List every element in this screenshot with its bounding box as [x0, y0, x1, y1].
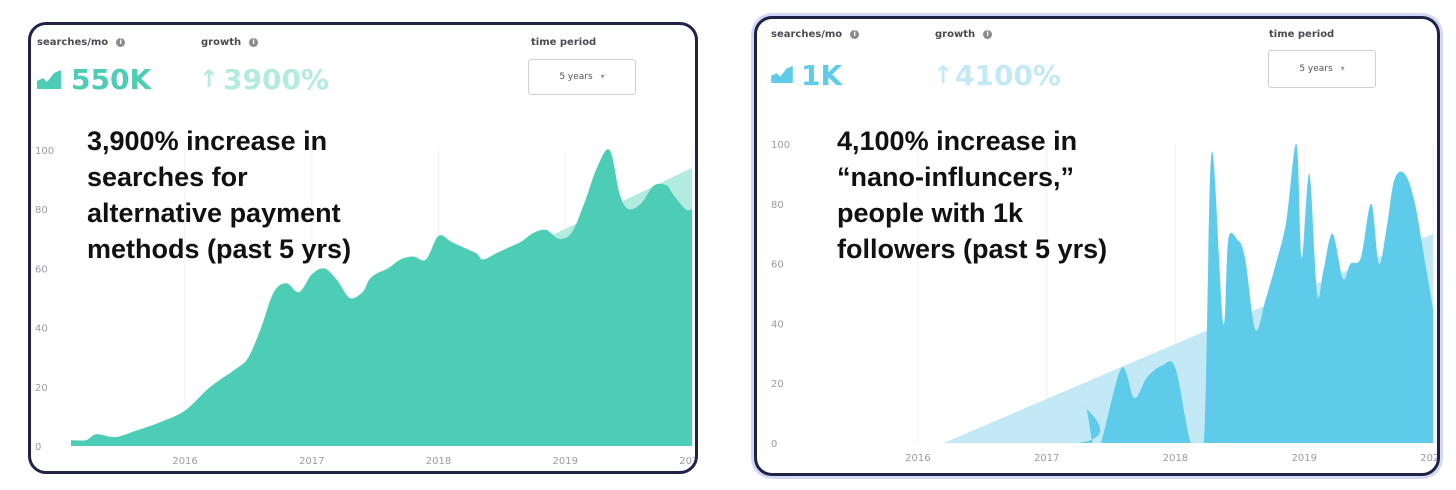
x-tick-label: 2016 [905, 453, 930, 464]
y-tick-label: 100 [35, 146, 54, 157]
growth-arrow-icon: ↑ [199, 65, 220, 93]
x-tick-label: 2019 [553, 456, 578, 467]
chart-area-icon [771, 65, 793, 83]
x-tick-label: 2017 [1034, 453, 1059, 464]
y-tick-label: 100 [771, 140, 790, 151]
searches-label: searches/mo i [771, 29, 860, 40]
y-tick-label: 20 [35, 383, 48, 394]
area-chart: 0 20 40 60 80 100 2016 2017 2018 2019 2020 [771, 140, 1437, 464]
annotation-line: 4,100% increase in [837, 126, 1078, 156]
info-icon[interactable]: i [249, 37, 259, 47]
chevron-down-icon: ▾ [1340, 64, 1345, 73]
y-tick-label: 60 [771, 260, 784, 271]
annotation-line: “nano-influncers,” [837, 162, 1075, 192]
searches-label: searches/mo i [37, 37, 126, 48]
chevron-down-icon: ▾ [600, 72, 605, 81]
y-tick-label: 60 [35, 264, 48, 275]
y-tick-label: 0 [35, 442, 41, 453]
annotation-line: 3,900% increase in [87, 126, 328, 156]
growth-value: 4100% [955, 59, 1061, 92]
time-period-label: time period [1269, 29, 1335, 40]
x-tick-label: 2020 [679, 456, 695, 467]
x-tick-label: 2019 [1291, 453, 1316, 464]
annotation-line: alternative payment [87, 198, 341, 228]
x-tick-label: 2020 [1420, 453, 1437, 464]
time-period-label: time period [531, 37, 597, 48]
chart-area-icon [37, 70, 61, 89]
y-tick-label: 80 [771, 200, 784, 211]
x-tick-label: 2018 [1163, 453, 1188, 464]
growth-arrow-icon: ↑ [933, 61, 954, 89]
annotation-line: methods (past 5 yrs) [87, 234, 352, 264]
series-area [802, 143, 1433, 444]
x-tick-label: 2017 [299, 456, 324, 467]
growth-label: growth i [935, 29, 993, 40]
y-tick-label: 20 [771, 379, 784, 390]
search-volume-value: 550K [71, 63, 152, 96]
annotation-line: searches for [87, 162, 248, 192]
annotation-line: followers (past 5 yrs) [837, 234, 1108, 264]
info-icon[interactable]: i [850, 29, 860, 39]
info-icon[interactable]: i [116, 37, 126, 47]
growth-value: 3900% [223, 63, 329, 96]
y-tick-label: 80 [35, 205, 48, 216]
time-period-select[interactable]: 5 years ▾ [528, 59, 636, 95]
chart-annotation: 3,900% increase in searches for alternat… [87, 123, 351, 267]
y-tick-label: 40 [771, 319, 784, 330]
y-tick-label: 0 [771, 439, 777, 450]
annotation-line: people with 1k [837, 198, 1024, 228]
time-period-select[interactable]: 5 years ▾ [1268, 50, 1376, 88]
area-chart: 0 20 40 60 80 100 2016 2017 2018 2019 2020 [35, 146, 695, 467]
x-tick-label: 2016 [172, 456, 197, 467]
trend-card-nano-influencers: searches/mo i growth i time period 1K ↑ 41… [754, 16, 1440, 476]
info-icon[interactable]: i [983, 29, 993, 39]
chart-annotation: 4,100% increase in “nano-influncers,” pe… [837, 123, 1107, 267]
growth-label: growth i [201, 37, 259, 48]
trend-card-payments: searches/mo i growth i time period 550K ↑ … [28, 22, 698, 474]
x-tick-label: 2018 [426, 456, 451, 467]
y-tick-label: 40 [35, 324, 48, 335]
series-area [71, 149, 692, 446]
search-volume-value: 1K [801, 59, 843, 92]
